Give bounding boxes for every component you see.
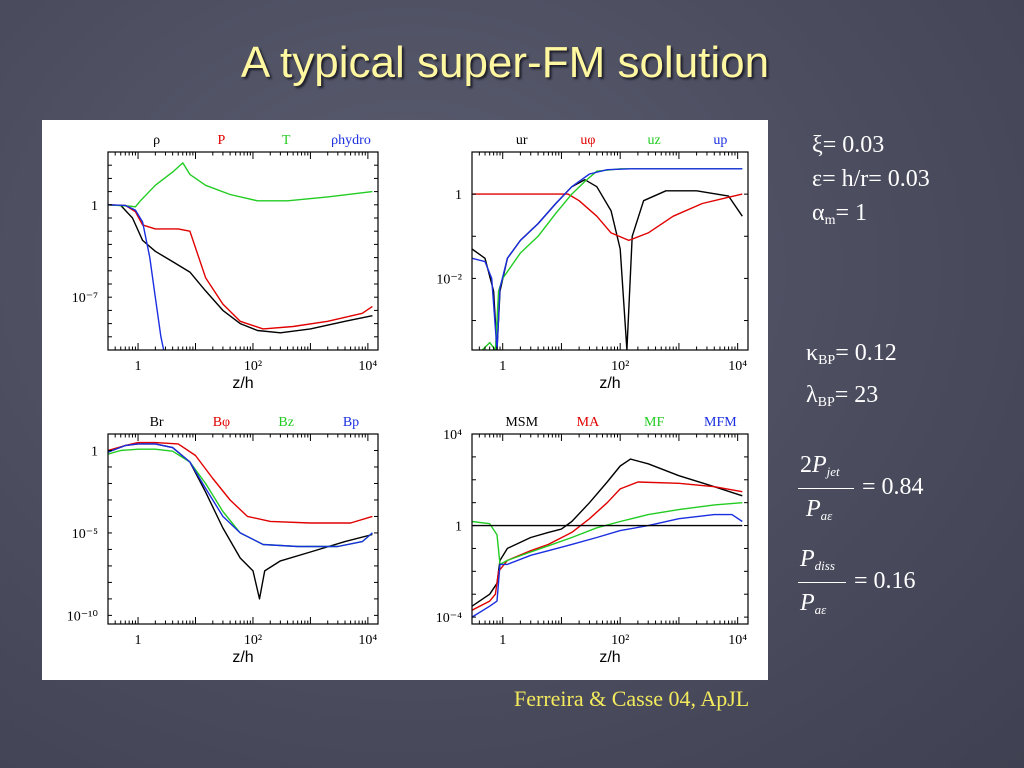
y-tick-label: 10⁻² (436, 272, 462, 287)
legend-entry: up (713, 133, 727, 148)
legend-entry: MSM (505, 415, 538, 430)
plot-frame (471, 151, 749, 351)
y-tick-label: 10⁻⁵ (72, 527, 98, 542)
chart-panel-4: 1 10² 10⁴ 10⁴ 1 10⁻⁴ z/h MSM MA MF MFM (436, 415, 749, 666)
parameter-list-bp: κBP= 0.12 λBP= 23 (806, 336, 897, 420)
plot-frame (107, 151, 379, 351)
legend-entry: MFM (704, 415, 737, 430)
param-eps: ε= h/r= 0.03 (812, 166, 930, 192)
series-line-P (108, 204, 373, 330)
x-tick-label: 10⁴ (358, 359, 377, 374)
series-line-ρ (108, 204, 373, 334)
x-tick-label: 10⁴ (728, 359, 747, 374)
x-tick-label: 1 (499, 633, 506, 648)
series-line-up (472, 168, 743, 350)
x-axis-label: z/h (599, 375, 620, 392)
legend-entry: uz (648, 133, 661, 148)
legend-entry: ur (516, 133, 528, 148)
series-line-T (108, 162, 373, 208)
y-tick-label: 10⁻¹⁰ (67, 609, 99, 624)
series-line-MF (472, 502, 743, 566)
legend-entry: Bφ (213, 415, 230, 430)
legend-entry: Bp (343, 415, 359, 430)
series-line-uz (481, 168, 743, 350)
series-line-MSM (472, 458, 743, 607)
y-tick-label: 1 (455, 188, 462, 203)
legend-entry: Br (150, 415, 164, 430)
legend-entry: P (218, 133, 226, 148)
y-tick-label: 10⁻⁴ (436, 611, 462, 626)
x-tick-label: 1 (135, 359, 142, 374)
y-tick-label: 1 (91, 444, 98, 459)
y-tick-label: 10⁴ (443, 428, 462, 443)
x-tick-label: 1 (499, 359, 506, 374)
series-line-MA (472, 481, 743, 611)
legend-entry: MA (577, 415, 600, 430)
legend-entry: T (282, 133, 291, 148)
x-tick-label: 10² (244, 633, 262, 648)
series-line-Bz (108, 448, 373, 548)
y-tick-label: 1 (455, 520, 462, 535)
parameter-list-top: ξ= 0.03 ε= h/r= 0.03 αm= 1 (812, 128, 930, 238)
x-tick-label: 1 (135, 633, 142, 648)
y-tick-label: 1 (91, 199, 98, 214)
plot-frame (471, 433, 749, 625)
legend-entry: ρhydro (331, 133, 371, 148)
series-line-ρhydro (108, 204, 165, 350)
x-axis-label: z/h (232, 649, 253, 666)
param-alpha: αm= 1 (812, 200, 868, 228)
y-tick-label: 10⁻⁷ (72, 291, 98, 306)
legend-entry: MF (644, 415, 664, 430)
chart-panel-3: 1 10² 10⁴ 1 10⁻⁵ 10⁻¹⁰ z/h Br Bφ Bz Bp (67, 415, 379, 666)
series-line-MFM (472, 513, 743, 618)
param-kappa: κBP= 0.12 (806, 340, 897, 368)
x-tick-label: 10⁴ (728, 633, 747, 648)
legend-entry: uφ (580, 133, 595, 148)
series-line-Br (108, 443, 373, 600)
legend-entry: ρ (153, 133, 160, 148)
citation: Ferreira & Casse 04, ApJL (514, 686, 750, 711)
x-tick-label: 10² (611, 359, 629, 374)
series-line-Bp (108, 443, 373, 548)
plot-frame (107, 433, 379, 625)
legend-entry: Bz (278, 415, 294, 430)
slide-title: A typical super-FM solution (240, 38, 770, 87)
series-line-Bφ (108, 441, 373, 524)
chart-panel-2: 1 10² 10⁴ 1 10⁻² z/h ur uφ uz up (436, 133, 749, 392)
x-tick-label: 10² (611, 633, 629, 648)
x-tick-label: 10² (244, 359, 262, 374)
series-line-uφ (472, 193, 743, 242)
x-axis-label: z/h (232, 375, 253, 392)
x-tick-label: 10⁴ (358, 633, 377, 648)
param-lambda: λBP= 23 (806, 382, 879, 410)
param-xi: ξ= 0.03 (812, 132, 885, 158)
x-axis-label: z/h (599, 649, 620, 666)
